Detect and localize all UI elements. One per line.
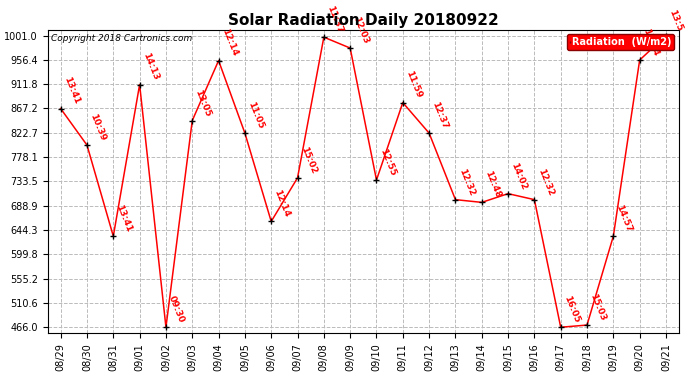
Text: 13:41: 13:41 — [62, 76, 81, 106]
Text: 14:57: 14:57 — [615, 203, 634, 234]
Text: 10:39: 10:39 — [88, 112, 108, 142]
Text: 15:03: 15:03 — [589, 292, 607, 322]
Text: 15:02: 15:02 — [299, 146, 318, 175]
Text: 12:48: 12:48 — [483, 170, 502, 200]
Text: 14:02: 14:02 — [509, 161, 529, 191]
Text: 13:05: 13:05 — [194, 88, 213, 118]
Text: 12:37: 12:37 — [431, 100, 450, 130]
Text: 16:05: 16:05 — [562, 295, 581, 324]
Title: Solar Radiation Daily 20180922: Solar Radiation Daily 20180922 — [228, 13, 499, 28]
Text: 13:5: 13:5 — [667, 9, 684, 33]
Legend: Radiation  (W/m2): Radiation (W/m2) — [567, 34, 674, 50]
Text: 11:05: 11:05 — [246, 100, 265, 130]
Text: 12:32: 12:32 — [457, 167, 476, 197]
Text: 11:59: 11:59 — [404, 70, 423, 100]
Text: 12:32: 12:32 — [535, 167, 555, 197]
Text: 12:03: 12:03 — [351, 15, 371, 45]
Text: 12:24: 12:24 — [641, 27, 660, 57]
Text: 12:14: 12:14 — [273, 189, 292, 219]
Text: 13:41: 13:41 — [115, 203, 134, 234]
Text: 09:30: 09:30 — [167, 295, 186, 324]
Text: 12:55: 12:55 — [378, 147, 397, 177]
Text: 14:13: 14:13 — [141, 52, 160, 82]
Text: 12:14: 12:14 — [220, 28, 239, 58]
Text: Copyright 2018 Cartronics.com: Copyright 2018 Cartronics.com — [50, 34, 192, 43]
Text: 11:37: 11:37 — [325, 4, 344, 34]
